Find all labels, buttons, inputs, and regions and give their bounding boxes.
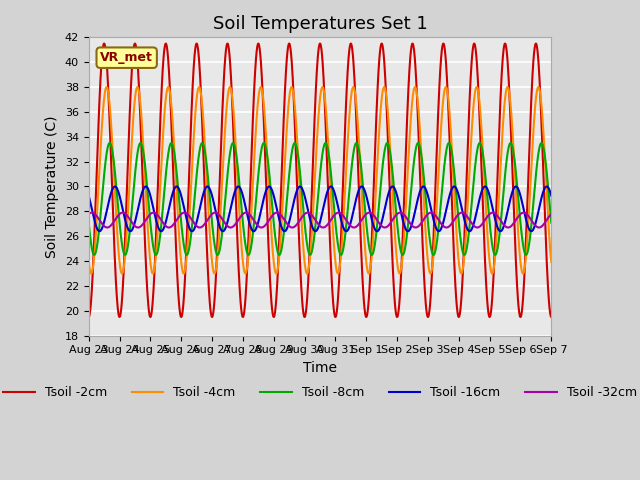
Tsoil -8cm [538,140,545,146]
Tsoil -4cm [300,243,307,249]
Tsoil -8cm [348,159,356,165]
Tsoil -2cm [291,123,299,129]
Legend: Tsoil -2cm, Tsoil -4cm, Tsoil -8cm, Tsoil -16cm, Tsoil -32cm: Tsoil -2cm, Tsoil -4cm, Tsoil -8cm, Tsoi… [0,381,640,404]
X-axis label: Time: Time [303,361,337,375]
Tsoil -8cm [282,215,289,221]
Tsoil -2cm [348,46,356,52]
Tsoil -16cm [85,193,93,199]
Tsoil -2cm [282,81,289,87]
Tsoil -2cm [100,41,108,47]
Title: Soil Temperatures Set 1: Soil Temperatures Set 1 [212,15,428,33]
Tsoil -2cm [121,243,129,249]
Tsoil -4cm [348,86,356,92]
Tsoil -32cm [85,211,93,217]
Tsoil -16cm [95,228,103,234]
Tsoil -8cm [140,151,147,157]
Line: Tsoil -32cm: Tsoil -32cm [89,213,551,228]
Tsoil -4cm [291,104,299,109]
Line: Tsoil -16cm: Tsoil -16cm [89,187,551,231]
Tsoil -4cm [534,84,542,90]
Tsoil -32cm [547,211,555,217]
Tsoil -32cm [121,210,129,216]
Tsoil -2cm [300,309,307,314]
Tsoil -2cm [140,204,147,210]
Line: Tsoil -2cm: Tsoil -2cm [89,44,551,317]
Tsoil -4cm [87,271,95,276]
Tsoil -32cm [291,224,299,229]
Tsoil -16cm [282,228,289,234]
Tsoil -32cm [282,218,289,224]
Tsoil -16cm [140,186,147,192]
Line: Tsoil -4cm: Tsoil -4cm [89,87,551,274]
Tsoil -16cm [300,188,307,194]
Tsoil -4cm [547,259,555,265]
Text: VR_met: VR_met [100,51,153,64]
Tsoil -8cm [90,252,98,258]
Tsoil -8cm [85,220,93,226]
Tsoil -16cm [543,184,550,190]
Tsoil -16cm [348,214,356,219]
Tsoil -8cm [547,220,555,226]
Tsoil -8cm [291,140,299,146]
Tsoil -4cm [85,259,93,265]
Tsoil -2cm [85,314,93,320]
Tsoil -16cm [121,216,129,221]
Tsoil -8cm [121,252,129,258]
Tsoil -32cm [88,210,95,216]
Tsoil -32cm [348,224,356,230]
Line: Tsoil -8cm: Tsoil -8cm [89,143,551,255]
Tsoil -2cm [547,314,555,320]
Tsoil -4cm [121,256,129,262]
Tsoil -32cm [535,225,543,230]
Tsoil -16cm [547,193,555,199]
Tsoil -4cm [140,149,147,155]
Tsoil -8cm [300,204,307,210]
Tsoil -16cm [291,195,299,201]
Tsoil -4cm [282,152,289,157]
Tsoil -32cm [300,213,307,218]
Tsoil -32cm [140,220,147,226]
Y-axis label: Soil Temperature (C): Soil Temperature (C) [45,115,59,258]
